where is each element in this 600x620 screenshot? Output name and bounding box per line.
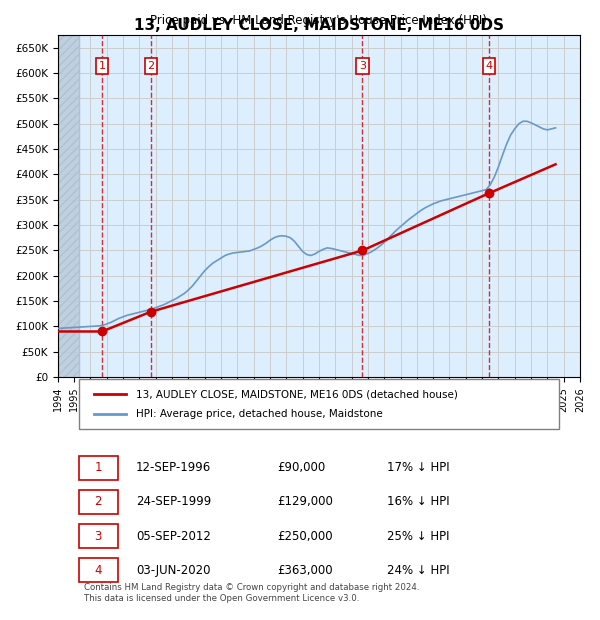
FancyBboxPatch shape: [79, 490, 118, 514]
Text: Price paid vs. HM Land Registry's House Price Index (HPI): Price paid vs. HM Land Registry's House …: [151, 14, 487, 27]
Text: £363,000: £363,000: [277, 564, 333, 577]
Text: 4: 4: [485, 61, 493, 71]
Text: 24-SEP-1999: 24-SEP-1999: [136, 495, 211, 508]
FancyBboxPatch shape: [79, 456, 118, 480]
Text: 4: 4: [94, 564, 102, 577]
FancyBboxPatch shape: [79, 558, 118, 582]
Text: 05-SEP-2012: 05-SEP-2012: [136, 529, 211, 542]
Text: 13, AUDLEY CLOSE, MAIDSTONE, ME16 0DS (detached house): 13, AUDLEY CLOSE, MAIDSTONE, ME16 0DS (d…: [136, 389, 458, 399]
Text: 12-SEP-1996: 12-SEP-1996: [136, 461, 211, 474]
Title: 13, AUDLEY CLOSE, MAIDSTONE, ME16 0DS: 13, AUDLEY CLOSE, MAIDSTONE, ME16 0DS: [134, 17, 504, 33]
Text: 3: 3: [94, 529, 102, 542]
Text: £90,000: £90,000: [277, 461, 325, 474]
Text: 1: 1: [94, 461, 102, 474]
Text: Contains HM Land Registry data © Crown copyright and database right 2024.
This d: Contains HM Land Registry data © Crown c…: [84, 583, 419, 603]
Text: 16% ↓ HPI: 16% ↓ HPI: [387, 495, 449, 508]
Text: 1: 1: [98, 61, 106, 71]
Text: HPI: Average price, detached house, Maidstone: HPI: Average price, detached house, Maid…: [136, 409, 383, 420]
Text: 25% ↓ HPI: 25% ↓ HPI: [387, 529, 449, 542]
Text: 03-JUN-2020: 03-JUN-2020: [136, 564, 211, 577]
Text: 17% ↓ HPI: 17% ↓ HPI: [387, 461, 449, 474]
Text: £129,000: £129,000: [277, 495, 333, 508]
Text: 2: 2: [147, 61, 154, 71]
Bar: [58, 35, 79, 377]
Text: 3: 3: [359, 61, 366, 71]
Text: £250,000: £250,000: [277, 529, 333, 542]
Text: 24% ↓ HPI: 24% ↓ HPI: [387, 564, 449, 577]
FancyBboxPatch shape: [79, 524, 118, 548]
FancyBboxPatch shape: [79, 379, 559, 430]
Text: 2: 2: [94, 495, 102, 508]
